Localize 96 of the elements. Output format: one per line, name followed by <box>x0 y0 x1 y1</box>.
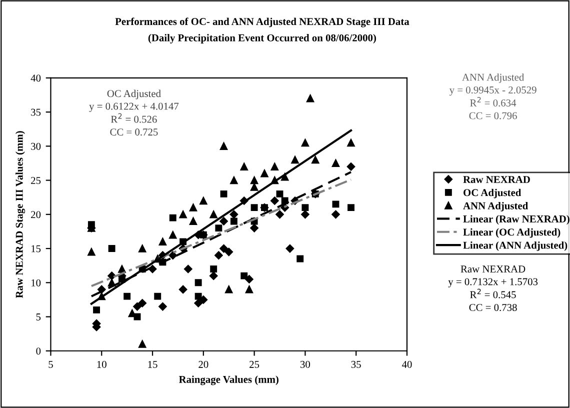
point <box>250 224 258 232</box>
point <box>200 196 208 205</box>
x-tick-label: 40 <box>402 360 412 368</box>
point <box>230 176 238 184</box>
x-tick-label: 10 <box>97 360 106 368</box>
point <box>158 302 167 311</box>
point <box>194 298 202 308</box>
point <box>240 272 248 280</box>
x-axis-title: Raingage Values (mm) <box>178 376 278 386</box>
point <box>224 248 233 256</box>
point <box>348 204 354 212</box>
point <box>276 190 284 198</box>
y-tick-label: 35 <box>31 108 41 116</box>
point <box>220 217 228 226</box>
point <box>154 292 162 300</box>
y-axis-title: Raw NEXRAD Stage III Values (mm) <box>16 131 26 298</box>
point <box>133 302 142 311</box>
point <box>312 156 320 164</box>
point <box>93 306 100 314</box>
point <box>301 138 310 147</box>
point <box>118 265 126 273</box>
y-tick-label: 10 <box>32 279 41 286</box>
chart-title: Performances of OC- and ANN Adjusted NEXRAD Stage III Data <box>115 18 410 28</box>
point <box>194 292 202 300</box>
point <box>184 264 192 274</box>
point <box>302 204 309 212</box>
x-tick-label: 25 <box>250 360 260 368</box>
x-tick-label: 30 <box>300 360 310 368</box>
point <box>245 286 254 294</box>
point <box>306 94 314 102</box>
point <box>225 286 233 294</box>
legend-label: Raw NEXRAD <box>463 176 530 184</box>
point <box>220 244 228 253</box>
point <box>346 162 356 171</box>
point <box>209 272 218 280</box>
point <box>301 210 310 219</box>
point <box>169 231 177 239</box>
point <box>215 224 222 232</box>
point <box>250 183 258 191</box>
point <box>261 204 268 212</box>
legend-label: Linear (ANN Adjusted) <box>463 241 568 251</box>
text: Raw NEXRAD y = 0.7132x + 1.5703 R$^{2}$ = 0.545 CC = 0.738 <box>448 266 538 312</box>
point <box>88 248 96 256</box>
y-tick-label: 15 <box>32 245 41 252</box>
point <box>260 170 268 178</box>
point <box>179 210 187 218</box>
y-tick-label: 40 <box>30 74 41 82</box>
point <box>332 159 340 168</box>
point <box>108 245 116 252</box>
point <box>291 156 299 164</box>
y-tick-label: 30 <box>31 142 41 150</box>
point <box>189 217 198 226</box>
y-tick-label: 20 <box>31 211 41 218</box>
point <box>210 266 218 272</box>
point <box>250 176 258 184</box>
legend-label: Linear (Raw NEXRAD) <box>463 215 570 225</box>
point <box>189 204 198 212</box>
point <box>169 214 176 222</box>
point <box>138 340 146 348</box>
point <box>124 292 131 300</box>
x-tick-label: 20 <box>198 360 208 368</box>
legend-label: ANN Adjusted <box>463 202 528 212</box>
y-tick-label: 25 <box>31 177 41 184</box>
point <box>168 251 178 260</box>
x-tick-label: 35 <box>351 360 361 368</box>
point <box>286 244 294 253</box>
point <box>332 210 340 219</box>
point <box>296 255 304 262</box>
legend-label: OC Adjusted <box>464 188 522 198</box>
x-tick-label: 5 <box>48 361 53 368</box>
point <box>214 251 223 260</box>
point <box>270 162 278 170</box>
point <box>230 218 238 225</box>
point <box>200 231 207 238</box>
point <box>178 285 188 294</box>
point <box>194 279 202 286</box>
legend-label: Linear (OC Adjusted) <box>463 228 560 238</box>
point <box>347 138 355 147</box>
point <box>240 162 248 170</box>
y-tick-label: 0 <box>36 348 41 355</box>
point <box>138 298 146 308</box>
point <box>332 200 340 208</box>
point <box>276 210 284 219</box>
x-tick-label: 15 <box>148 360 158 368</box>
chart-subtitle: (Daily Precipitation Event Occurred on 08/06/2000) <box>148 34 376 44</box>
y-tick-label: 5 <box>36 314 41 320</box>
annotation: OC Adjusted y = 0.6122x + 4.0147 R$^{2}$ = 0.526 CC = 0.725 <box>89 90 179 136</box>
text: ANN Adjusted y = 0.9945x - 2.0529 R$^{2}$ = 0.634 CC = 0.796 <box>449 73 536 120</box>
point <box>270 196 279 205</box>
point <box>158 238 167 246</box>
point <box>138 244 146 252</box>
point <box>210 210 218 218</box>
point <box>220 190 228 198</box>
point <box>230 210 238 219</box>
point <box>250 204 258 212</box>
point <box>220 142 228 150</box>
